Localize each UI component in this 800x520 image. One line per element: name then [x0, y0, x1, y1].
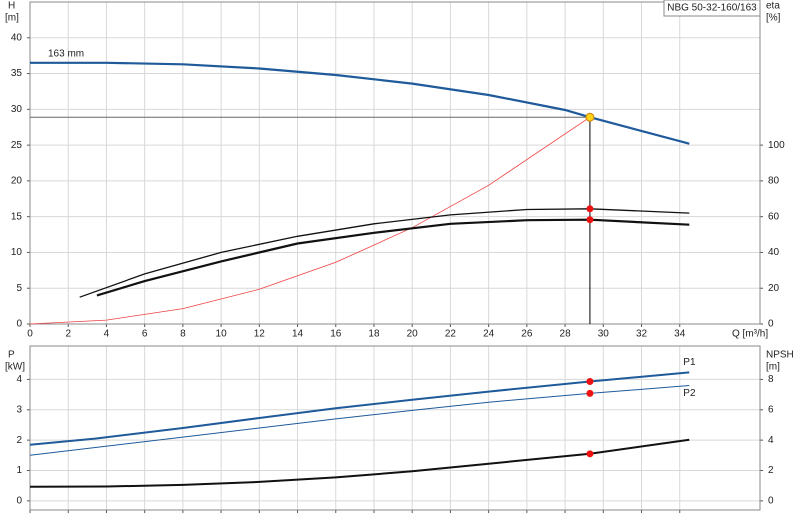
curve	[29, 385, 690, 456]
y2-axis-label: NPSH	[766, 350, 794, 361]
duty-marker	[586, 205, 594, 213]
y-tick-label: 5	[16, 283, 22, 294]
y-tick-label: 10	[11, 247, 23, 258]
y2-tick-label: 0	[768, 496, 774, 507]
y-axis-unit: [kW]	[5, 362, 25, 373]
x-tick-label: 18	[368, 329, 380, 340]
x-tick-label: 4	[104, 329, 110, 340]
x-axis-label: Q [m³/h]	[732, 329, 768, 340]
x-tick-label: 8	[180, 329, 186, 340]
x-tick-label: 34	[674, 329, 686, 340]
y2-tick-label: 80	[768, 176, 780, 187]
y-tick-label: 3	[16, 404, 22, 415]
y2-tick-label: 6	[768, 404, 774, 415]
y-tick-label: 2	[16, 435, 22, 446]
duty-point	[585, 112, 595, 122]
y2-axis-unit: [%]	[766, 13, 781, 24]
x-tick-label: 30	[598, 329, 610, 340]
y-axis-label: H	[8, 1, 15, 12]
y2-axis-unit: [m]	[766, 362, 780, 373]
model-box	[663, 0, 761, 17]
y2-axis-label: eta	[766, 1, 780, 12]
x-tick-label: 24	[483, 329, 495, 340]
x-tick-label: 26	[521, 329, 533, 340]
series-label: P1	[683, 357, 696, 368]
plot-frame	[29, 345, 761, 511]
x-tick-label: 6	[142, 329, 148, 340]
y2-tick-label: 8	[768, 374, 774, 385]
curve	[29, 116, 591, 325]
y-tick-label: 0	[16, 319, 22, 330]
y2-tick-label: 2	[768, 465, 774, 476]
model-label: NBG 50-32-160/163	[667, 3, 757, 14]
y-tick-label: 30	[11, 104, 23, 115]
y-tick-label: 20	[11, 176, 23, 187]
curve	[30, 61, 690, 145]
y2-tick-label: 60	[768, 211, 780, 222]
y-axis-unit: [m]	[5, 13, 19, 24]
x-tick-label: 20	[407, 329, 419, 340]
y-tick-label: 25	[11, 140, 23, 151]
y2-tick-label: 4	[768, 435, 774, 446]
series-label: 163 mm	[48, 48, 84, 59]
y2-tick-label: 0	[768, 319, 774, 330]
x-tick-label: 10	[216, 329, 228, 340]
x-tick-label: 0	[27, 329, 33, 340]
curve	[96, 218, 690, 297]
curve	[29, 438, 690, 488]
duty-marker	[586, 389, 594, 397]
y2-tick-label: 40	[768, 247, 780, 258]
curve	[29, 371, 690, 446]
x-tick-label: 12	[254, 329, 266, 340]
x-tick-label: 22	[445, 329, 457, 340]
duty-marker	[586, 450, 594, 458]
y-tick-label: 40	[11, 32, 23, 43]
plot-frame	[29, 1, 761, 325]
y-tick-label: 35	[11, 68, 23, 79]
y-tick-label: 1	[16, 465, 22, 476]
duty-marker	[586, 216, 594, 224]
y-tick-label: 0	[16, 496, 22, 507]
y-tick-label: 4	[16, 374, 22, 385]
x-tick-label: 16	[330, 329, 342, 340]
y2-tick-label: 20	[768, 283, 780, 294]
series-label: P2	[683, 388, 696, 399]
y-axis-label: P	[8, 350, 15, 361]
x-tick-label: 14	[292, 329, 304, 340]
x-tick-label: 2	[65, 329, 71, 340]
y2-tick-label: 100	[768, 140, 785, 151]
x-tick-label: 28	[560, 329, 572, 340]
y-tick-label: 15	[11, 211, 23, 222]
x-tick-label: 32	[636, 329, 648, 340]
duty-marker	[586, 378, 594, 386]
curve	[79, 208, 690, 298]
